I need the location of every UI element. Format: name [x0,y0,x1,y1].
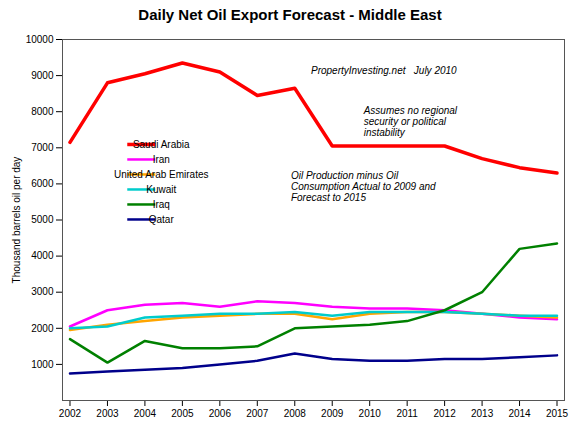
svg-text:2015: 2015 [546,408,569,419]
svg-text:2004: 2004 [134,408,157,419]
svg-text:5000: 5000 [31,214,54,225]
svg-text:4000: 4000 [31,250,54,261]
svg-text:Saudi Arabia: Saudi Arabia [133,139,190,150]
svg-text:1000: 1000 [31,359,54,370]
svg-text:Iran: Iran [153,154,170,165]
svg-text:2010: 2010 [359,408,382,419]
svg-text:2007: 2007 [246,408,269,419]
svg-text:PropertyInvesting.net July 2: PropertyInvesting.net July 2010 [311,65,457,76]
svg-text:2012: 2012 [433,408,456,419]
svg-text:2005: 2005 [171,408,194,419]
svg-text:Thousand barrels oil per day: Thousand barrels oil per day [11,157,22,284]
svg-text:Qatar: Qatar [149,214,175,225]
svg-text:Kuwait: Kuwait [146,184,176,195]
svg-text:United Arab Emirates: United Arab Emirates [114,169,209,180]
svg-text:2002: 2002 [59,408,82,419]
svg-text:3000: 3000 [31,286,54,297]
svg-text:2008: 2008 [284,408,307,419]
svg-text:8000: 8000 [31,106,54,117]
svg-text:9000: 9000 [31,70,54,81]
svg-text:2011: 2011 [396,408,418,419]
svg-text:2003: 2003 [96,408,119,419]
svg-text:2009: 2009 [321,408,344,419]
svg-text:2014: 2014 [508,408,531,419]
svg-text:7000: 7000 [31,142,54,153]
svg-text:10000: 10000 [26,34,54,45]
html-text:Daily Net Oil Export Forecast: Daily Net Oil Export Forecast - Middle E… [138,6,442,23]
svg-text:Iraq: Iraq [153,199,170,210]
svg-text:Assumes no regionalsecurity or: Assumes no regionalsecurity or political… [363,105,458,138]
svg-text:Oil Production minus OilConsum: Oil Production minus OilConsumption Actu… [291,170,436,203]
svg-text:6000: 6000 [31,178,54,189]
svg-text:2013: 2013 [471,408,494,419]
svg-text:2000: 2000 [31,323,54,334]
svg-text:2006: 2006 [209,408,232,419]
